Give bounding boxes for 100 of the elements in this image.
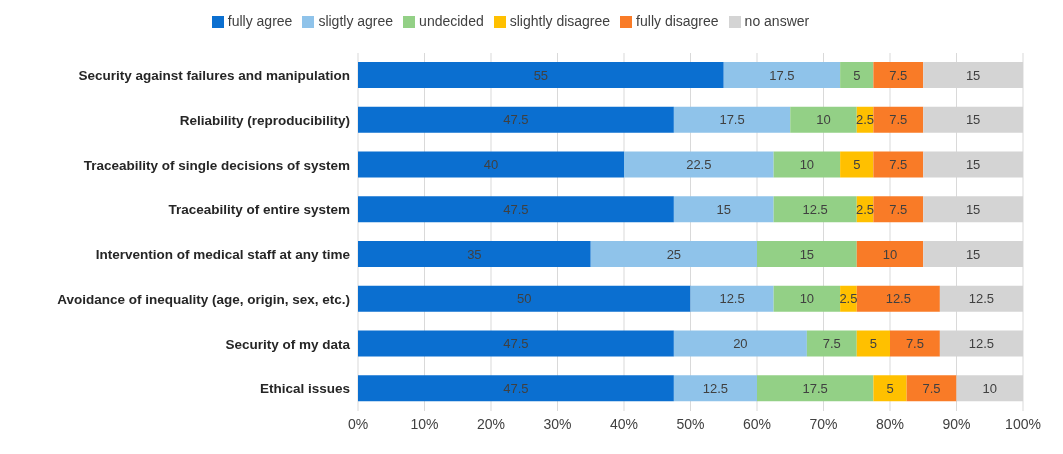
data-label: 50: [517, 291, 532, 307]
data-label: 12.5: [968, 336, 995, 352]
data-label: 7.5: [822, 336, 841, 352]
data-label: 7.5: [905, 336, 924, 352]
data-label: 5: [886, 380, 894, 396]
data-label: 10: [799, 157, 815, 173]
data-label: 17.5: [769, 67, 795, 83]
legend-label: undecided: [419, 13, 484, 29]
data-label: 17.5: [802, 380, 828, 396]
bar: [624, 151, 774, 178]
bar: [873, 375, 907, 402]
data-label: 40: [483, 157, 499, 173]
x-tick-label: 10%: [410, 415, 439, 432]
data-label: 12.5: [702, 380, 729, 396]
y-tick-label: Security of my data: [225, 336, 351, 352]
data-label: 2.5: [839, 291, 858, 307]
y-tick-label: Intervention of medical staff at any time: [95, 247, 351, 263]
data-label: 7.5: [889, 157, 908, 173]
bar: [690, 285, 774, 312]
y-tick-label: Avoidance of inequality (age, origin, sex, etc.): [57, 291, 350, 307]
data-label: 15: [965, 246, 981, 262]
bar: [873, 196, 924, 223]
bar: [673, 196, 774, 223]
data-label: 5: [869, 336, 877, 352]
data-label: 17.5: [719, 112, 745, 128]
x-tick-label: 20%: [476, 415, 506, 432]
data-label: 15: [965, 112, 981, 128]
data-label: 22.5: [686, 157, 712, 173]
bar: [773, 285, 841, 312]
bar: [906, 375, 957, 402]
y-tick-label: Traceability of single decisions of system: [83, 157, 350, 173]
bar: [840, 62, 874, 88]
x-tick-label: 80%: [875, 415, 905, 432]
bar: [723, 62, 841, 88]
data-label: 47.5: [503, 380, 529, 396]
data-label: 47.5: [503, 201, 529, 217]
x-tick-label: 70%: [809, 415, 838, 432]
bar: [790, 106, 857, 133]
data-label: 7.5: [889, 67, 908, 83]
bar: [856, 330, 890, 357]
data-label: 5: [853, 157, 861, 173]
bar: [757, 241, 857, 267]
data-label: 10: [882, 246, 898, 262]
bar: [856, 285, 940, 312]
legend-label: fully agree: [227, 13, 293, 29]
y-tick-label: Security against failures and manipulation: [78, 68, 350, 84]
data-label: 35: [467, 246, 482, 262]
data-label: 10: [799, 291, 815, 307]
data-label: 20: [733, 336, 748, 352]
y-tick-label: Reliability (reproducibility): [179, 112, 350, 128]
bar: [773, 196, 857, 223]
data-label: 12.5: [885, 291, 911, 307]
legend-label: slightly disagree: [509, 13, 611, 29]
bar: [757, 375, 874, 402]
data-label: 7.5: [889, 201, 908, 217]
bar: [358, 106, 674, 133]
x-tick-label: 90%: [942, 415, 971, 432]
data-label: 7.5: [889, 112, 908, 128]
data-label: 15: [799, 246, 815, 262]
bar: [358, 151, 624, 178]
bar: [358, 285, 691, 312]
bar: [673, 330, 807, 357]
data-label: 15: [965, 157, 981, 173]
legend-label: no answer: [744, 13, 810, 29]
data-label: 15: [716, 201, 731, 217]
data-label: 10: [816, 112, 831, 128]
x-tick-label: 0%: [347, 415, 369, 432]
bar: [673, 106, 791, 133]
data-label: 12.5: [719, 291, 745, 307]
y-tick-label: Traceability of entire system: [168, 202, 350, 218]
data-label: 10: [982, 380, 997, 396]
bar: [873, 151, 924, 178]
data-label: 7.5: [922, 380, 941, 396]
x-tick-label: 60%: [742, 415, 772, 432]
bar: [890, 330, 940, 357]
data-label: 12.5: [802, 201, 828, 217]
data-label: 25: [666, 246, 682, 262]
x-tick-label: 50%: [676, 415, 705, 432]
data-label: 12.5: [968, 291, 995, 307]
data-label: 55: [533, 67, 549, 83]
y-tick-label: Ethical issues: [259, 381, 350, 397]
bar: [873, 106, 924, 133]
bar: [590, 241, 757, 267]
bar: [358, 196, 674, 223]
bar: [358, 62, 724, 88]
bar: [873, 62, 924, 88]
data-label: 15: [965, 201, 981, 217]
data-label: 5: [853, 67, 861, 83]
bar: [856, 241, 924, 267]
bar: [358, 330, 674, 357]
data-label: 15: [965, 67, 981, 83]
x-tick-label: 30%: [543, 415, 572, 432]
bar: [673, 375, 757, 402]
legend-label: sligtly agree: [318, 13, 394, 29]
data-label: 47.5: [503, 112, 529, 128]
bar: [358, 241, 591, 267]
bar: [840, 151, 874, 178]
bar: [773, 151, 841, 178]
legend-label: fully disagree: [636, 13, 719, 29]
bar: [806, 330, 857, 357]
